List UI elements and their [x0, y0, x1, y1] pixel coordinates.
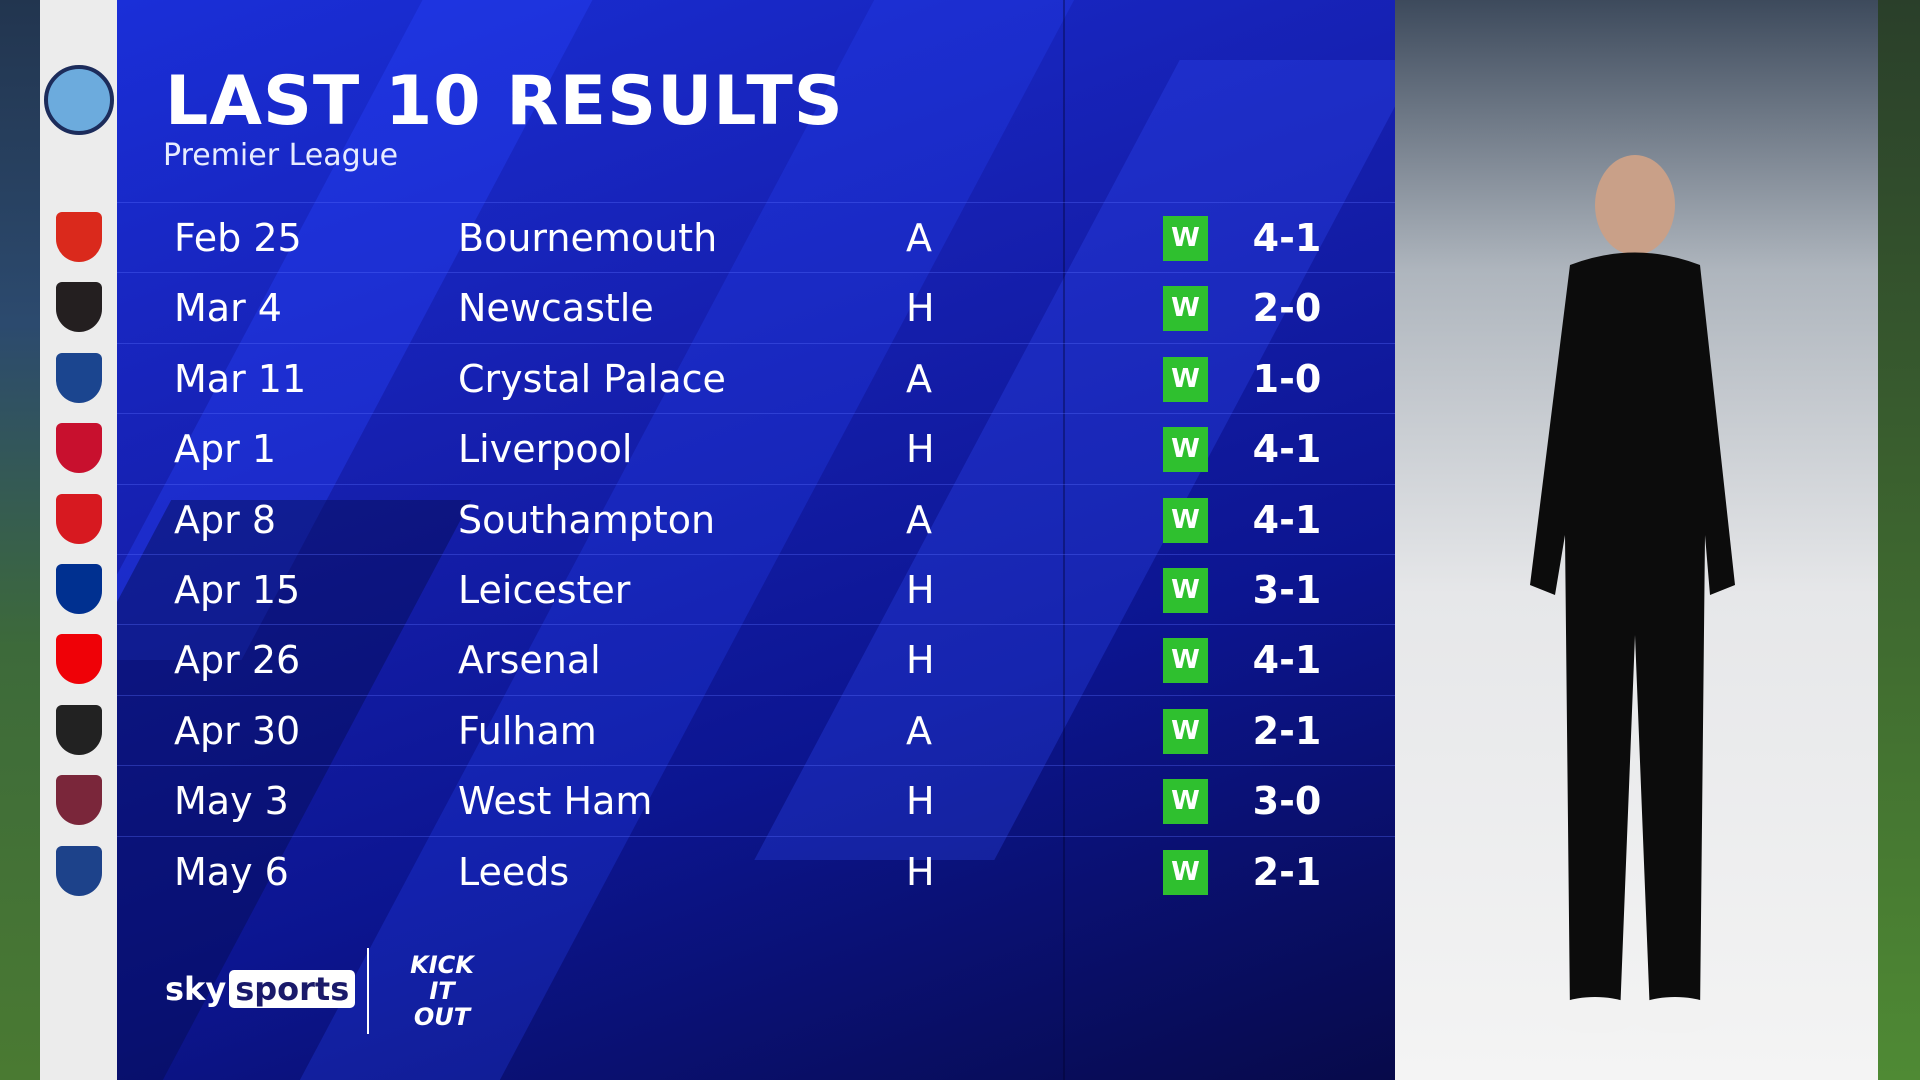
score: 4-1 [1252, 216, 1322, 260]
opponent-crest-icon [56, 352, 102, 403]
match-date: Mar 11 [174, 356, 307, 401]
crest-column [40, 0, 117, 1080]
result-badge: W [1163, 427, 1208, 473]
manager-photo-area [1395, 0, 1878, 1080]
result-row: Apr 1 Liverpool H W 4-1 [117, 413, 1395, 483]
opponent-crest-icon [56, 564, 102, 614]
venue: A [906, 356, 932, 401]
opponent-name: Southampton [458, 497, 716, 542]
venue: H [906, 286, 935, 331]
opponent-crest-icon [56, 775, 102, 826]
result-row: Apr 26 Arsenal H W 4-1 [117, 624, 1395, 694]
match-date: Mar 4 [174, 286, 282, 331]
result-badge: W [1163, 638, 1208, 684]
result-row: May 6 Leeds H W 2-1 [117, 835, 1395, 906]
venue: A [906, 216, 932, 260]
result-badge: W [1163, 286, 1208, 332]
match-date: Feb 25 [174, 216, 302, 260]
score: 4-1 [1252, 638, 1322, 683]
sports-text: sports [229, 970, 356, 1008]
result-badge: W [1163, 216, 1208, 261]
opponent-name: Fulham [458, 708, 597, 753]
venue: H [906, 568, 935, 612]
opponent-name: Leeds [458, 849, 570, 894]
logo-divider [367, 948, 369, 1034]
sky-text: sky [165, 970, 227, 1008]
result-row: Apr 15 Leicester H W 3-1 [117, 554, 1395, 624]
result-badge: W [1163, 849, 1208, 895]
opponent-name: Crystal Palace [458, 356, 726, 401]
venue: H [906, 638, 935, 683]
score: 4-1 [1252, 427, 1322, 472]
result-badge: W [1163, 356, 1208, 402]
score: 2-1 [1252, 708, 1322, 753]
opponent-name: West Ham [458, 779, 653, 824]
score: 3-0 [1252, 779, 1322, 824]
opponent-crest-icon [56, 845, 102, 896]
manchester-city-crest-icon [44, 65, 114, 135]
match-date: Apr 15 [174, 568, 301, 612]
match-date: May 3 [174, 779, 289, 824]
result-row: Mar 4 Newcastle H W 2-0 [117, 272, 1395, 342]
opponent-name: Arsenal [458, 638, 601, 683]
venue: A [906, 497, 932, 542]
score: 3-1 [1252, 568, 1322, 612]
score: 2-1 [1252, 849, 1322, 894]
opponent-name: Leicester [458, 568, 631, 612]
venue: H [906, 779, 935, 824]
result-row: Apr 30 Fulham A W 2-1 [117, 694, 1395, 765]
result-row: Apr 8 Southampton A W 4-1 [117, 483, 1395, 554]
opponent-crest-icon [56, 423, 102, 474]
result-row: Mar 11 Crystal Palace A W 1-0 [117, 342, 1395, 413]
venue: H [906, 427, 935, 472]
competition-subtitle: Premier League [163, 138, 399, 173]
venue: A [906, 708, 932, 753]
score: 4-1 [1252, 497, 1322, 542]
opponent-crest-icon [56, 493, 102, 544]
match-date: Apr 30 [174, 708, 301, 753]
opponent-crest-icon [56, 634, 102, 685]
venue: H [906, 849, 935, 894]
result-badge: W [1163, 708, 1208, 754]
opponent-name: Newcastle [458, 286, 654, 331]
score: 2-0 [1252, 286, 1322, 331]
column-divider [1063, 0, 1065, 1080]
page-title: LAST 10 RESULTS [165, 62, 844, 141]
match-date: Apr 1 [174, 427, 276, 472]
stadium-background-right [1878, 0, 1920, 1080]
score: 1-0 [1252, 356, 1322, 401]
opponent-name: Bournemouth [458, 216, 718, 260]
match-date: May 6 [174, 849, 289, 894]
match-date: Apr 26 [174, 638, 301, 683]
result-badge: W [1163, 497, 1208, 543]
sky-sports-logo: sky sports [165, 970, 356, 1008]
opponent-crest-icon [56, 212, 102, 262]
result-row: May 3 West Ham H W 3-0 [117, 765, 1395, 835]
match-date: Apr 8 [174, 497, 276, 542]
opponent-name: Liverpool [458, 427, 633, 472]
manager-figure [1530, 155, 1735, 1033]
result-badge: W [1163, 568, 1208, 613]
stadium-background-left [0, 0, 40, 1080]
opponent-crest-icon [56, 704, 102, 755]
result-row: Feb 25 Bournemouth A W 4-1 [117, 202, 1395, 272]
opponent-crest-icon [56, 282, 102, 333]
kick-it-out-logo: KICK IT OUT [410, 951, 474, 1031]
result-badge: W [1163, 779, 1208, 825]
